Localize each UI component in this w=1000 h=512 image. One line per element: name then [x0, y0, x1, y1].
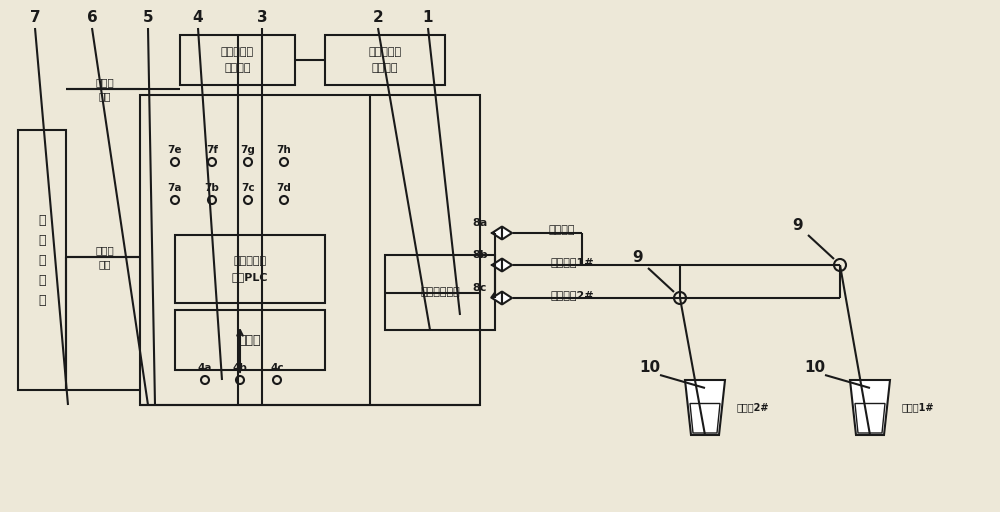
Text: 8b: 8b	[472, 250, 488, 260]
Text: 机: 机	[38, 293, 46, 307]
Bar	[175, 310, 325, 370]
Polygon shape	[502, 259, 512, 271]
Polygon shape	[850, 380, 890, 435]
Text: 7f: 7f	[206, 145, 218, 155]
Bar	[325, 35, 445, 85]
Text: 称量系统: 称量系统	[372, 63, 398, 73]
Text: 7g: 7g	[241, 145, 255, 155]
Text: 8a: 8a	[472, 218, 488, 228]
Polygon shape	[685, 380, 725, 435]
Text: 连铸基础自: 连铸基础自	[221, 47, 254, 57]
Text: 10: 10	[639, 360, 661, 375]
Text: 4: 4	[193, 11, 203, 26]
Polygon shape	[492, 259, 502, 271]
Polygon shape	[492, 291, 502, 305]
Bar	[180, 35, 295, 85]
Polygon shape	[492, 226, 502, 240]
Text: 动化系统: 动化系统	[224, 63, 251, 73]
Text: 7c: 7c	[241, 183, 255, 193]
Text: 2: 2	[373, 11, 383, 26]
Text: 9: 9	[633, 250, 643, 266]
Text: 透气砖1#: 透气砖1#	[902, 402, 934, 413]
Polygon shape	[855, 403, 885, 433]
Text: 以太网: 以太网	[96, 77, 114, 87]
Text: 可编程序控: 可编程序控	[233, 256, 267, 266]
Text: 气源入口: 气源入口	[549, 225, 575, 235]
Bar	[385, 255, 495, 330]
Text: 以太网: 以太网	[96, 245, 114, 255]
Text: 3: 3	[257, 11, 267, 26]
Text: 换: 换	[38, 273, 46, 287]
Text: 1: 1	[423, 11, 433, 26]
Text: 透气砖2#: 透气砖2#	[737, 402, 769, 413]
Bar	[140, 95, 480, 405]
Text: 6: 6	[87, 11, 97, 26]
Text: 4a: 4a	[198, 363, 212, 373]
Text: 9: 9	[793, 218, 803, 232]
Bar	[175, 235, 325, 303]
Text: 通讯: 通讯	[99, 259, 111, 269]
Text: 路: 路	[38, 233, 46, 246]
Text: 7b: 7b	[205, 183, 219, 193]
Text: 7: 7	[30, 11, 40, 26]
Text: 7d: 7d	[277, 183, 291, 193]
Text: 7e: 7e	[168, 145, 182, 155]
Polygon shape	[690, 403, 720, 433]
Text: 钢包内钢水: 钢包内钢水	[368, 47, 402, 57]
Text: 气源出口2#: 气源出口2#	[550, 290, 594, 300]
Polygon shape	[502, 226, 512, 240]
Text: 制器PLC: 制器PLC	[232, 272, 268, 282]
Text: 交: 交	[38, 253, 46, 267]
Text: 网: 网	[38, 214, 46, 226]
Polygon shape	[502, 291, 512, 305]
Text: 4c: 4c	[270, 363, 284, 373]
Bar	[18, 130, 66, 390]
Text: 触摸屏: 触摸屏	[239, 333, 261, 347]
Text: 8c: 8c	[473, 283, 487, 293]
Text: 通讯: 通讯	[99, 91, 111, 101]
Text: 5: 5	[143, 11, 153, 26]
Text: 7a: 7a	[168, 183, 182, 193]
Text: 4b: 4b	[233, 363, 247, 373]
Text: 10: 10	[804, 360, 826, 375]
Text: 气路控制单元: 气路控制单元	[420, 288, 460, 297]
Text: 7h: 7h	[277, 145, 291, 155]
Text: 气源出口1#: 气源出口1#	[550, 257, 594, 267]
